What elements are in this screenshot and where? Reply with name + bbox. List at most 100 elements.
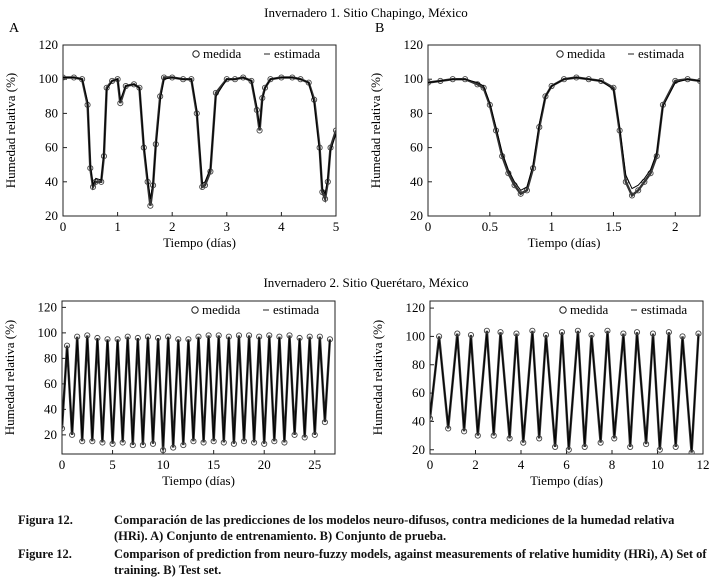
series-line-estimada xyxy=(428,76,700,191)
y-tick-label: 40 xyxy=(44,401,57,416)
caption-es-text: Comparación de las predicciones de los m… xyxy=(114,513,675,543)
x-tick-label: 4 xyxy=(518,457,525,472)
y-tick-label: 80 xyxy=(412,357,425,372)
point-medida xyxy=(322,195,329,202)
point-medida xyxy=(248,77,255,84)
caption-es-label: Figura 12. xyxy=(18,513,73,527)
legend-marker-medida xyxy=(559,306,567,314)
x-tick-label: 3 xyxy=(224,219,231,234)
point-medida xyxy=(160,447,167,454)
point-medida xyxy=(536,435,543,442)
point-medida xyxy=(122,82,129,90)
point-medida xyxy=(483,327,490,334)
point-medida xyxy=(201,182,209,189)
point-medida xyxy=(513,330,520,337)
x-tick-label: 0.5 xyxy=(482,219,498,234)
point-medida xyxy=(461,428,468,435)
y-tick-label: 20 xyxy=(45,208,58,223)
x-tick-label: 10 xyxy=(651,457,664,472)
y-tick-label: 60 xyxy=(44,376,57,391)
x-axis-label: Tiempo (días) xyxy=(530,473,603,488)
point-medida xyxy=(548,82,555,90)
y-tick-label: 40 xyxy=(410,174,423,189)
x-tick-label: 2 xyxy=(169,219,176,234)
x-tick-label: 10 xyxy=(157,457,170,472)
legend-marker-medida xyxy=(191,306,199,314)
series-line-estimada xyxy=(63,76,336,199)
point-medida xyxy=(633,329,641,336)
point-medida xyxy=(565,446,572,453)
y-tick-label: 60 xyxy=(410,140,423,155)
point-medida xyxy=(297,76,304,83)
caption-en-text: Comparison of prediction from neuro-fuzz… xyxy=(114,547,707,577)
point-medida xyxy=(558,329,566,336)
point-medida xyxy=(305,79,312,86)
point-medida xyxy=(529,327,536,334)
point-medida xyxy=(649,330,657,337)
point-medida xyxy=(520,439,527,446)
point-medida xyxy=(261,84,269,91)
point-medida xyxy=(474,432,481,439)
x-tick-label: 2 xyxy=(472,457,479,472)
point-medida xyxy=(130,81,138,88)
legend-label-medida: medida xyxy=(570,302,608,317)
y-tick-label: 20 xyxy=(412,442,425,457)
point-medida xyxy=(436,333,443,340)
point-medida xyxy=(517,190,524,197)
point-medida xyxy=(542,93,549,100)
legend-label-estimada: estimada xyxy=(274,46,320,61)
y-tick-label: 60 xyxy=(45,140,58,155)
x-tick-label: 6 xyxy=(563,457,570,472)
y-tick-label: 80 xyxy=(44,350,57,365)
point-medida xyxy=(643,441,650,448)
panel-letter: A xyxy=(9,21,20,36)
point-medida xyxy=(604,327,611,334)
point-medida xyxy=(490,432,497,439)
y-axis-label: Humedad relativa (%) xyxy=(370,320,385,436)
y-axis-label: Humedad relativa (%) xyxy=(368,73,383,189)
chart-invernadero1-A: 0 1 2 3 4 5 20 40 60 80 100 120 Tiempo (días) Humedad… xyxy=(3,21,339,250)
legend-label-estimada: estimada xyxy=(641,302,687,317)
y-tick-label: 40 xyxy=(412,413,425,428)
y-axis-label: Humedad relativa (%) xyxy=(3,73,18,189)
x-tick-label: 25 xyxy=(308,457,321,472)
x-tick-label: 0 xyxy=(60,219,67,234)
point-medida xyxy=(454,330,461,337)
point-medida xyxy=(679,333,686,340)
point-medida xyxy=(688,449,695,454)
point-medida xyxy=(627,443,634,450)
group-title-invernadero-1: Invernadero 1. Sitio Chapingo, México xyxy=(264,5,468,20)
y-tick-label: 120 xyxy=(404,37,424,52)
y-axis-label: Humedad relativa (%) xyxy=(2,320,17,436)
y-tick-label: 120 xyxy=(38,299,58,314)
point-medida xyxy=(628,192,636,199)
y-tick-label: 100 xyxy=(39,71,59,86)
legend-label-medida: medida xyxy=(567,46,605,61)
x-tick-label: 15 xyxy=(207,457,220,472)
plot-frame xyxy=(427,44,701,217)
point-medida xyxy=(611,435,618,442)
y-tick-label: 120 xyxy=(406,300,426,315)
point-medida xyxy=(635,187,642,194)
point-medida xyxy=(256,127,263,134)
point-medida xyxy=(656,446,663,453)
x-axis-label: Tiempo (días) xyxy=(162,473,235,488)
point-medida xyxy=(672,443,679,450)
x-tick-label: 12 xyxy=(697,457,710,472)
x-tick-label: 5 xyxy=(333,219,340,234)
series-area xyxy=(63,74,336,209)
legend-label-medida: medida xyxy=(202,302,240,317)
x-tick-label: 0 xyxy=(425,219,432,234)
x-tick-label: 4 xyxy=(278,219,285,234)
point-medida xyxy=(480,84,487,91)
point-medida xyxy=(445,425,452,432)
x-tick-label: 20 xyxy=(258,457,271,472)
x-axis-label: Tiempo (días) xyxy=(528,235,601,250)
chart-invernadero1-B: 0 0.5 1 1.5 2 20 40 60 80 100 120 Tiempo (días) Hume… xyxy=(368,21,701,250)
x-tick-label: 5 xyxy=(109,457,116,472)
series-line-estimada xyxy=(430,333,699,450)
series-area xyxy=(62,332,333,454)
point-medida xyxy=(467,331,475,339)
x-tick-label: 2 xyxy=(672,219,679,234)
